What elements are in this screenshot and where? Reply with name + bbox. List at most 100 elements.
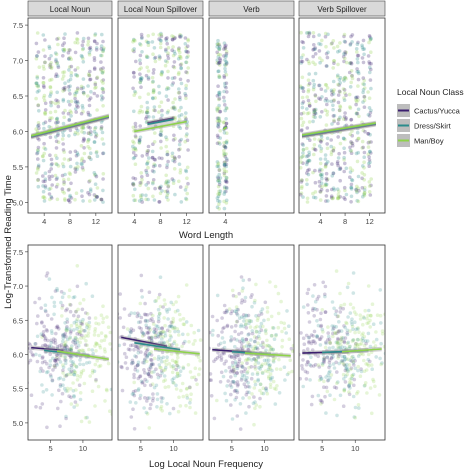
data-point xyxy=(54,117,59,122)
data-point xyxy=(308,378,312,382)
data-point xyxy=(139,326,143,331)
data-point xyxy=(238,339,242,344)
data-point xyxy=(348,302,353,307)
data-point xyxy=(217,118,222,123)
data-point xyxy=(165,358,169,363)
data-point xyxy=(358,374,363,379)
data-point xyxy=(341,306,346,311)
fit-line xyxy=(134,120,187,133)
fit-line xyxy=(222,126,228,130)
data-point xyxy=(235,353,240,358)
data-point xyxy=(342,195,346,200)
data-point xyxy=(56,133,60,138)
data-point xyxy=(81,317,85,322)
data-point xyxy=(244,313,248,318)
data-point xyxy=(337,117,341,121)
data-point xyxy=(218,341,223,346)
data-point xyxy=(150,317,154,321)
data-point xyxy=(53,358,57,363)
data-point xyxy=(99,197,103,202)
data-point xyxy=(217,75,221,79)
data-point xyxy=(63,172,67,177)
data-point xyxy=(196,328,201,333)
data-point xyxy=(83,416,88,420)
data-point xyxy=(85,325,89,330)
data-point xyxy=(139,78,143,82)
data-point xyxy=(73,130,78,135)
data-point xyxy=(90,389,95,394)
data-point xyxy=(336,156,341,160)
data-point xyxy=(240,365,245,369)
data-point xyxy=(159,399,164,404)
data-point xyxy=(79,126,84,130)
facet-panel-verb: 5 10 xyxy=(208,244,295,453)
data-point xyxy=(41,369,45,373)
data-point xyxy=(331,148,336,153)
data-point xyxy=(256,341,260,346)
data-point xyxy=(357,71,361,76)
data-point xyxy=(269,346,274,350)
data-point xyxy=(95,76,99,80)
data-point xyxy=(267,364,272,368)
data-point xyxy=(64,374,69,378)
data-point xyxy=(353,415,358,420)
data-point xyxy=(80,307,85,312)
data-point xyxy=(128,348,132,352)
data-point xyxy=(144,73,149,78)
data-point xyxy=(364,362,368,366)
data-point xyxy=(61,74,66,78)
data-point xyxy=(172,133,176,138)
data-point xyxy=(158,191,163,196)
data-point xyxy=(327,358,332,362)
data-point xyxy=(95,342,99,346)
data-point xyxy=(343,91,347,95)
data-point xyxy=(69,395,73,400)
data-point xyxy=(224,49,229,54)
data-point xyxy=(148,383,153,388)
data-point xyxy=(171,178,176,183)
data-point xyxy=(229,355,234,360)
data-point xyxy=(210,333,215,337)
data-point xyxy=(125,327,130,331)
data-point xyxy=(350,143,355,148)
data-point xyxy=(355,70,360,74)
data-point xyxy=(41,390,46,394)
data-point xyxy=(367,190,372,194)
data-point xyxy=(112,382,116,386)
data-point xyxy=(152,46,157,50)
data-point xyxy=(215,42,220,47)
data-point xyxy=(43,184,48,188)
data-point xyxy=(223,154,228,159)
data-point xyxy=(94,46,99,50)
data-point xyxy=(136,363,140,367)
data-point xyxy=(96,333,101,338)
data-point xyxy=(307,111,311,115)
data-point xyxy=(29,350,33,354)
data-point xyxy=(285,372,290,377)
data-point xyxy=(313,168,317,173)
data-point xyxy=(163,378,168,382)
data-point xyxy=(140,50,144,54)
data-point xyxy=(340,345,345,349)
data-point xyxy=(42,67,46,71)
data-point xyxy=(256,316,260,320)
data-point xyxy=(85,343,89,348)
data-point xyxy=(252,422,256,427)
data-point xyxy=(244,337,249,342)
data-point xyxy=(377,393,382,397)
data-point xyxy=(189,323,194,328)
data-point xyxy=(228,383,233,387)
data-point xyxy=(69,355,73,360)
data-point xyxy=(28,346,32,351)
data-point xyxy=(144,346,148,351)
data-point xyxy=(369,36,373,41)
panel-border xyxy=(208,244,295,441)
data-point xyxy=(329,150,334,154)
data-point xyxy=(344,76,348,81)
data-point xyxy=(338,178,343,183)
data-point xyxy=(250,293,254,297)
data-point xyxy=(151,181,155,186)
data-point xyxy=(348,106,353,110)
data-point xyxy=(239,344,244,349)
data-point xyxy=(63,197,67,201)
